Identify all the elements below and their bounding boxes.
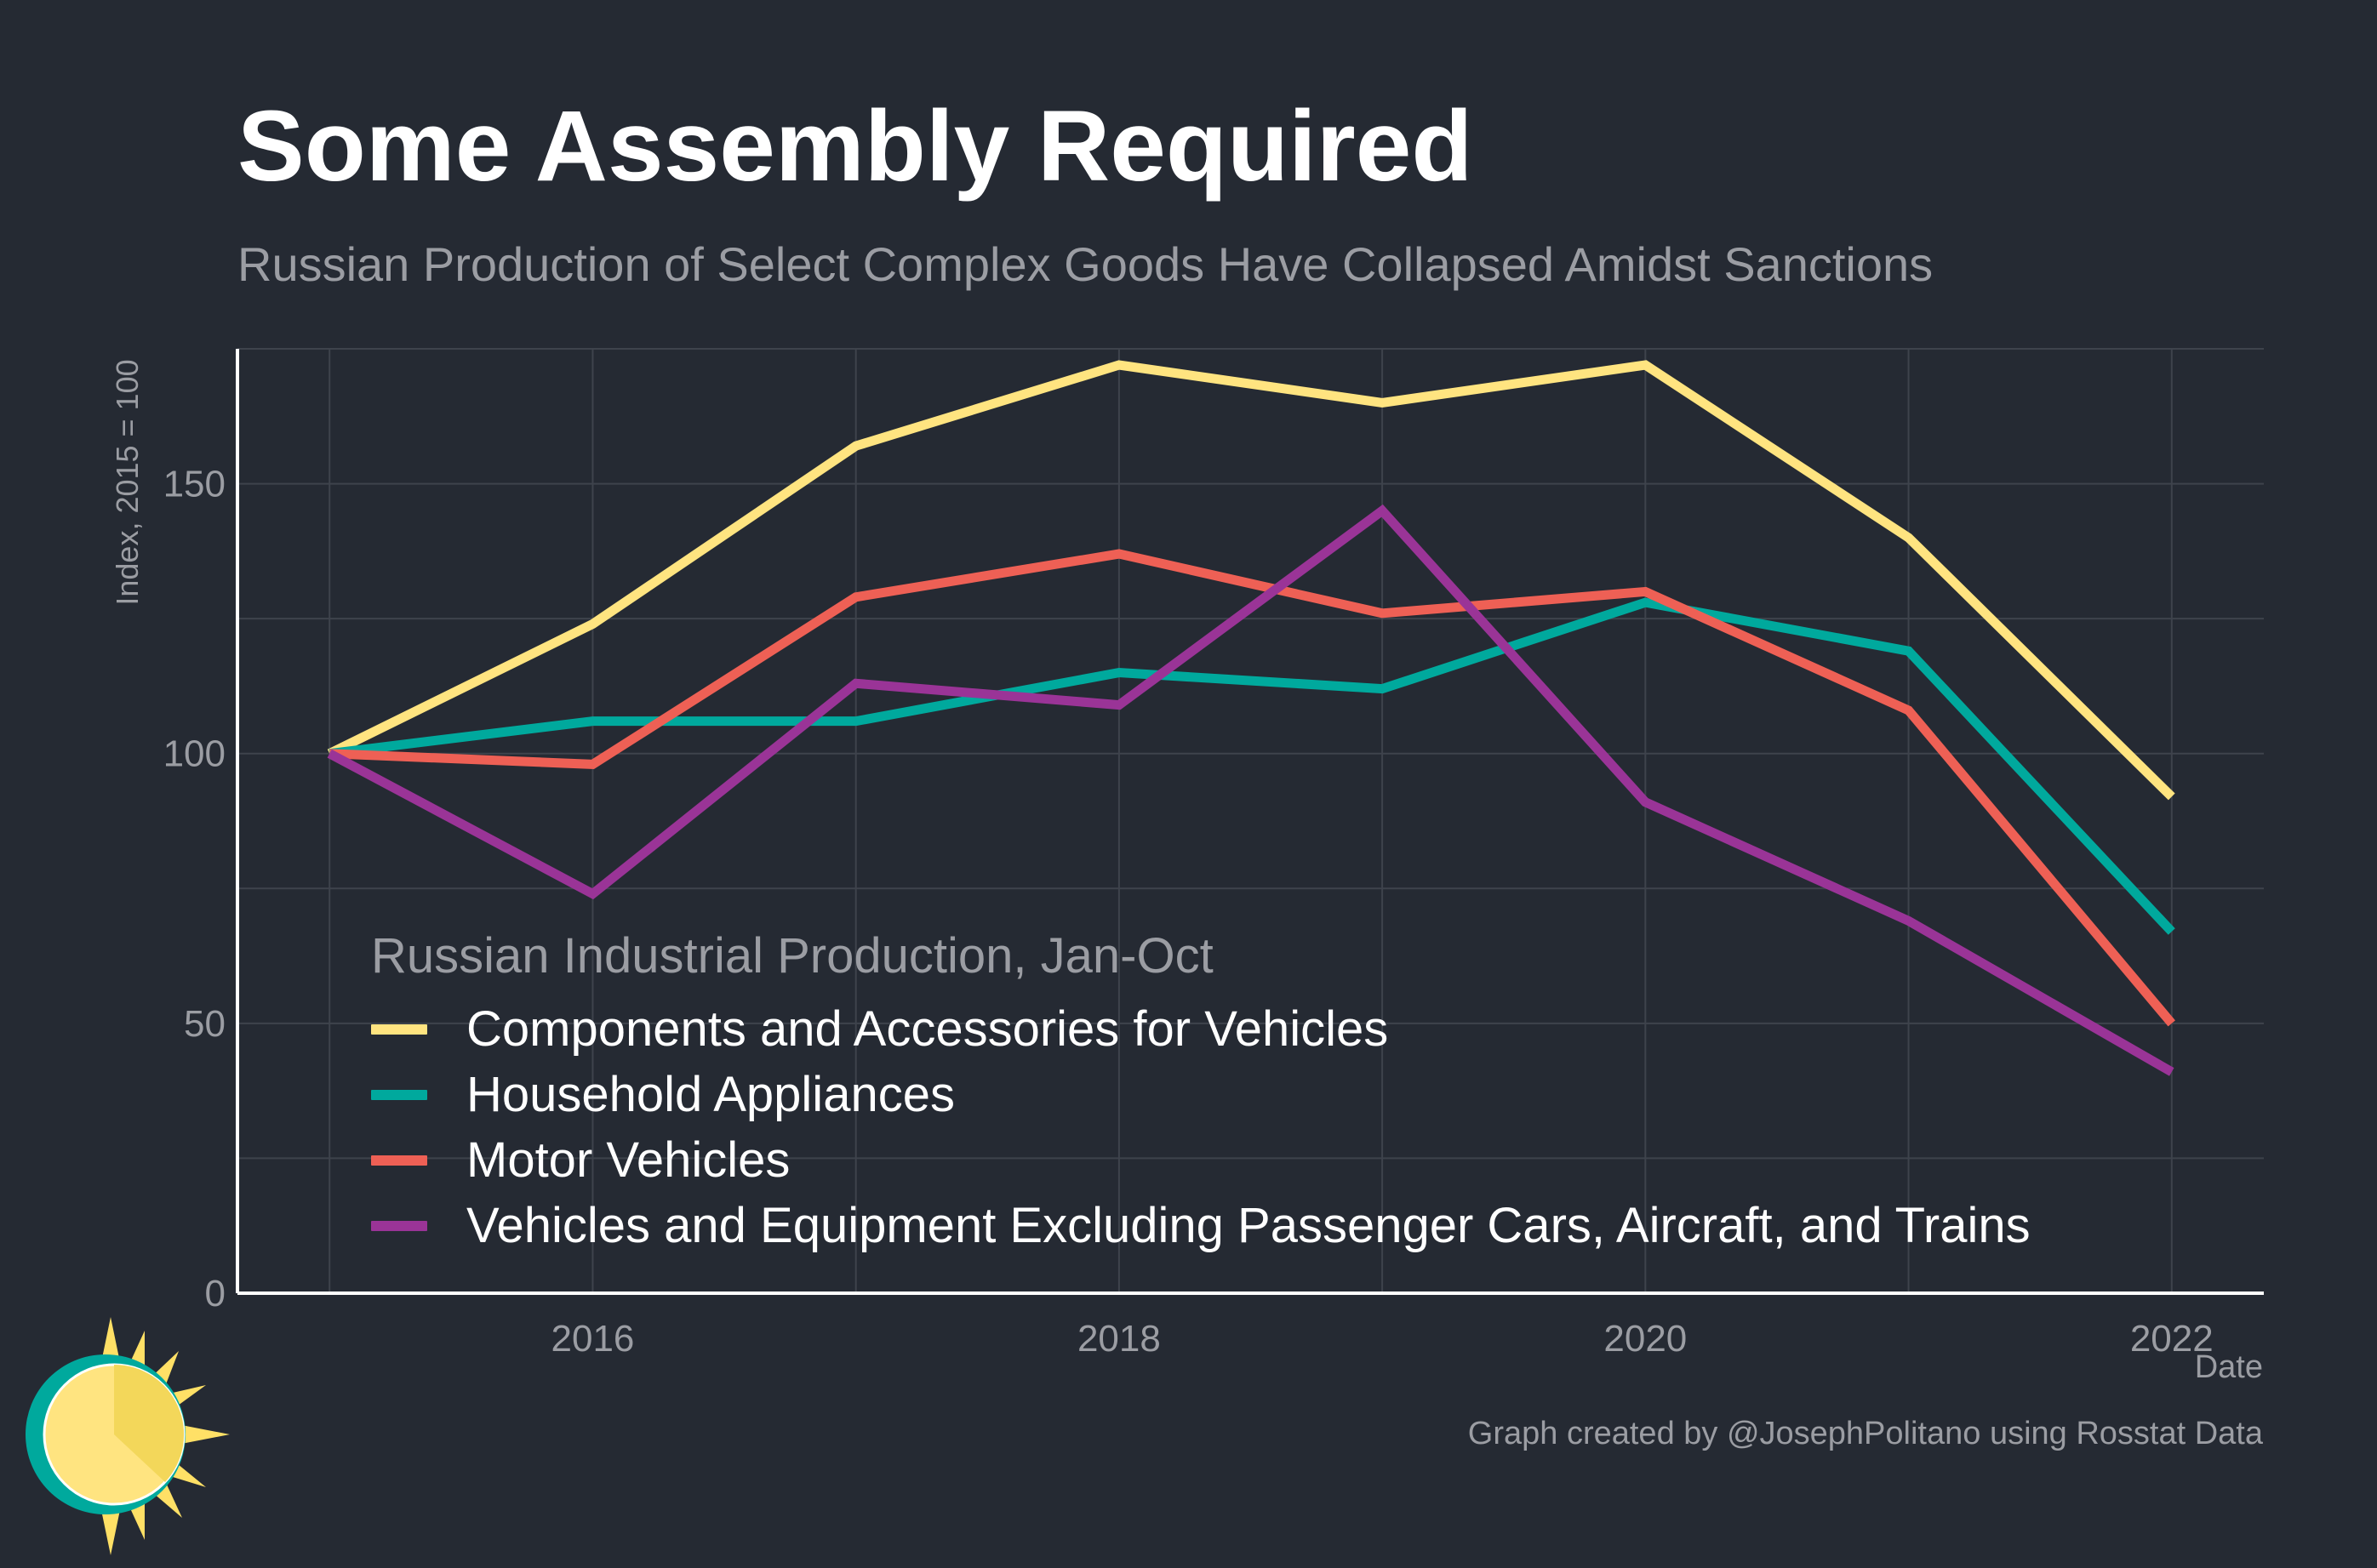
series-lines bbox=[327, 360, 2175, 1076]
legend-label: Vehicles and Equipment Excluding Passeng… bbox=[466, 1198, 2031, 1253]
x-tick-label: 2022 bbox=[2130, 1318, 2214, 1360]
series-line-3 bbox=[329, 549, 2175, 1027]
x-tick-label: 2018 bbox=[1077, 1318, 1161, 1360]
legend-item: Motor Vehicles bbox=[371, 1127, 2031, 1193]
legend-label: Motor Vehicles bbox=[466, 1132, 791, 1188]
x-tick-label: 2020 bbox=[1603, 1318, 1687, 1360]
legend-title: Russian Industrial Production, Jan-Oct bbox=[371, 928, 1214, 984]
source-caption: Graph created by @JosephPolitano using R… bbox=[1467, 1416, 2263, 1451]
legend: Russian Industrial Production, Jan-Oct C… bbox=[371, 927, 2031, 1258]
legend-swatch bbox=[371, 1155, 427, 1166]
axes bbox=[236, 349, 2264, 1295]
legend-item: Components and Accessories for Vehicles bbox=[371, 996, 2031, 1062]
y-tick-label: 50 bbox=[184, 1003, 226, 1045]
series-line-4 bbox=[327, 504, 2174, 1076]
legend-item: Vehicles and Equipment Excluding Passeng… bbox=[371, 1193, 2031, 1258]
legend-label: Household Appliances bbox=[466, 1067, 955, 1122]
legend-label: Components and Accessories for Vehicles bbox=[466, 1001, 1389, 1057]
y-tick-label: 100 bbox=[163, 733, 226, 775]
x-axis-label: Date bbox=[2194, 1349, 2263, 1385]
chart-subtitle: Russian Production of Select Complex Goo… bbox=[237, 237, 1934, 291]
chart-title: Some Assembly Required bbox=[237, 90, 1473, 202]
legend-item: Household Appliances bbox=[371, 1062, 2031, 1127]
legend-swatch bbox=[371, 1023, 427, 1035]
series-line-1 bbox=[327, 360, 2175, 801]
sun-logo-icon bbox=[26, 1317, 230, 1555]
series-line-2 bbox=[329, 597, 2175, 935]
x-tick-label: 2016 bbox=[551, 1318, 635, 1360]
y-tick-label: 150 bbox=[163, 464, 226, 505]
y-tick-label: 0 bbox=[205, 1273, 226, 1314]
legend-swatch bbox=[371, 1220, 427, 1231]
tick-labels: 0 50 100 150 2016 2018 2020 2022 bbox=[163, 464, 2214, 1360]
y-axis-label: Index, 2015 = 100 bbox=[110, 359, 145, 606]
legend-swatch bbox=[371, 1089, 427, 1100]
